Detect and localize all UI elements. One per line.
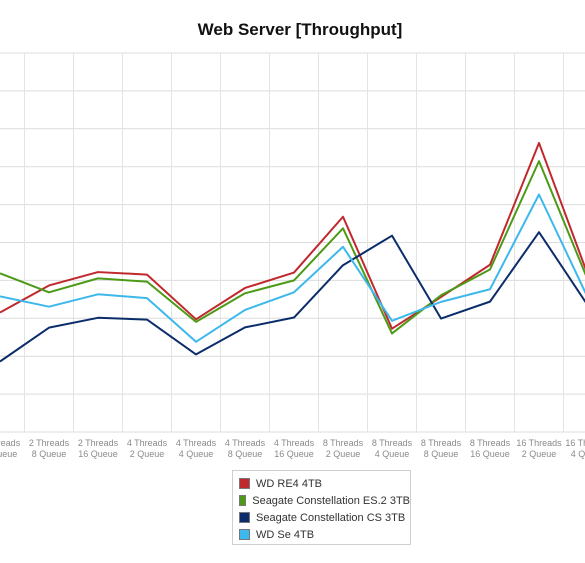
legend: WD RE4 4TB Seagate Constellation ES.2 3T… [232, 470, 411, 545]
legend-item: WD Se 4TB [239, 526, 410, 543]
x-tick-label: 2 Threads 8 Queue [29, 438, 70, 459]
x-tick-label: 4 Threads 16 Queue [274, 438, 315, 459]
x-tick-label: 8 Threads 4 Queue [372, 438, 413, 459]
legend-label-wd-se: WD Se 4TB [256, 528, 315, 541]
chart-title: Web Server [Throughput] [198, 20, 403, 39]
x-tick-label: 4 Threads 8 Queue [225, 438, 266, 459]
x-tick-label: 8 Threads 2 Queue [323, 438, 364, 459]
x-tick-label: 2 Threads 16 Queue [78, 438, 119, 459]
series-line-0 [0, 141, 585, 330]
series-line-2 [0, 231, 585, 363]
x-tick-label: 4 Threads 4 Queue [176, 438, 217, 459]
x-tick-label: 16 Threads 2 Queue [516, 438, 562, 459]
legend-swatch-wd-se [239, 529, 250, 540]
x-tick-label: 8 Threads 8 Queue [421, 438, 462, 459]
legend-item: Seagate Constellation ES.2 3TB [239, 492, 410, 509]
legend-label-wd-re4: WD RE4 4TB [256, 477, 323, 490]
legend-label-seagate-es2: Seagate Constellation ES.2 3TB [252, 494, 410, 507]
legend-swatch-seagate-cs [239, 512, 250, 523]
x-tick-label: 8 Threads 16 Queue [470, 438, 511, 459]
legend-label-seagate-cs: Seagate Constellation CS 3TB [256, 511, 406, 524]
series-line-3 [0, 193, 585, 343]
x-tick-label: 4 Threads 2 Queue [127, 438, 168, 459]
legend-swatch-wd-re4 [239, 478, 250, 489]
series-line-1 [0, 160, 585, 335]
legend-swatch-seagate-es2 [239, 495, 247, 506]
series-lines [0, 141, 585, 363]
gridlines [0, 52, 585, 433]
legend-item: WD RE4 4TB [239, 475, 410, 492]
legend-item: Seagate Constellation CS 3TB [239, 509, 410, 526]
